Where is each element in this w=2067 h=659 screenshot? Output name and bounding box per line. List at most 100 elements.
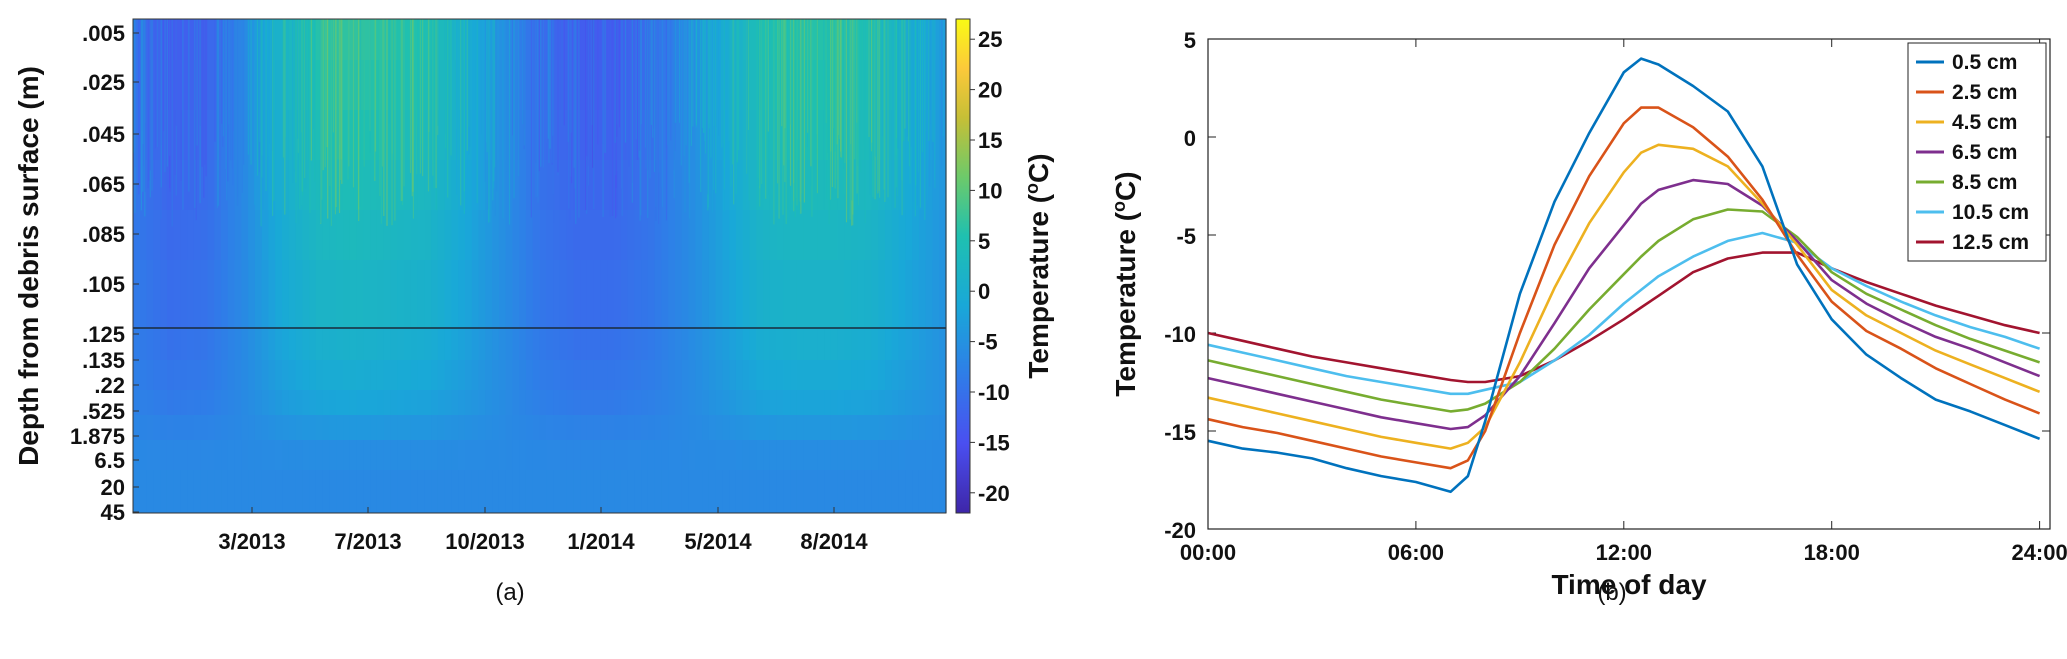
heatmap-cell [139,470,148,513]
heatmap-stripe [480,19,482,135]
heatmap-cell [715,440,724,470]
heatmap-stripe [593,19,595,210]
heatmap-cell [397,390,405,415]
heatmap-cell [627,60,635,110]
heatmap-cell [559,360,568,390]
heatmap-cell [343,19,351,60]
heatmap-cell [166,360,175,390]
heatmap-cell [349,328,358,360]
heatmap-stripe [857,19,859,166]
heatmap-cell [200,328,209,360]
heatmap-stripe [461,19,463,134]
heatmap-cell [309,260,317,328]
heatmap-stripe [665,19,668,221]
heatmap-cell [376,440,385,470]
heatmap-cell [424,360,432,390]
heatmap-cell [600,440,608,470]
heatmap-cell [404,19,412,60]
heatmap-cell [688,360,696,390]
heatmap-cell [735,328,744,360]
heatmap-stripe [484,19,486,182]
heatmap-cell [288,415,297,440]
heatmap-cell [288,470,297,513]
heatmap-stripe [704,19,706,142]
heatmap-cell [580,260,588,328]
heatmap-cell [180,160,188,210]
heatmap-cell [451,415,459,440]
heatmap-stripe [330,19,332,226]
heatmap-cell [614,390,622,415]
heatmap-cell [417,210,425,260]
heatmap-cell [525,390,534,415]
heatmap-cell [763,60,771,110]
heatmap-cell [675,328,683,360]
heatmap-stripe [910,19,912,148]
heatmap-stripe [917,19,920,173]
heatmap-stripe [748,19,750,201]
heatmap-cell [180,19,188,60]
heatmap-cell [431,470,439,513]
heatmap-cell [173,160,182,210]
heatmap-cell [336,210,344,260]
heatmap-cell [282,470,290,513]
heatmap-cell [492,328,500,360]
heatmap-cell [722,160,730,210]
heatmap-cell [654,260,663,328]
heatmap-cell [600,160,608,210]
heatmap-stripe [800,19,802,214]
heatmap-cell [282,328,290,360]
series-line-0-5-cm [1207,57,2041,494]
heatmap-cell [315,110,324,160]
heatmap-cell [437,470,446,513]
heatmap-cell [912,328,920,360]
heatmap-cell [139,390,148,415]
heatmap-stripe [916,19,918,206]
heatmap-stripe [553,19,555,223]
heatmap-cell [139,440,148,470]
heatmap-cell [580,440,588,470]
heatmap-cell [187,415,195,440]
heatmap-cell [302,210,310,260]
heatmap-cell [288,360,297,390]
heatmap-cell [851,440,859,470]
heatmap-cell [864,260,873,328]
heatmap-cell [878,210,886,260]
heatmap-stripe [380,19,382,224]
heatmap-cell [221,60,229,110]
heatmap-cell [553,328,561,360]
heatmap-cell [234,110,243,160]
heatmap-stripe [649,19,651,179]
heatmap-stripe [794,19,796,218]
heatmap-cell [254,360,263,390]
heatmap-cell [343,260,351,328]
heatmap-stripe [650,19,652,125]
heatmap-stripe [670,19,672,141]
heatmap-cell [153,328,161,360]
heatmap-stripe [645,19,647,169]
heatmap-cell [187,160,195,210]
heatmap-cell [268,210,276,260]
heatmap-stripe [674,19,677,123]
heatmap-cell [722,470,730,513]
heatmap-stripe [359,19,362,207]
heatmap-cell [221,390,229,415]
heatmap-cell [302,415,310,440]
heatmap-cell [180,210,188,260]
heatmap-stripe [850,19,852,145]
heatmap-cell [905,440,913,470]
heatmap-stripe [871,19,873,143]
heatmap-y-tick-label: .105 [82,272,125,297]
heatmap-cell [864,415,873,440]
heatmap-cell [471,328,480,360]
heatmap-cell [200,360,209,390]
heatmap-cell [702,415,710,440]
heatmap-cell [275,440,283,470]
heatmap-cell [803,210,812,260]
heatmap-stripe [661,19,663,207]
heatmap-stripe [707,19,709,208]
heatmap-cell [614,110,622,160]
heatmap-cell [871,260,879,328]
heatmap-cell [932,440,940,470]
heatmap-cell [905,210,913,260]
heatmap-cell [932,415,940,440]
